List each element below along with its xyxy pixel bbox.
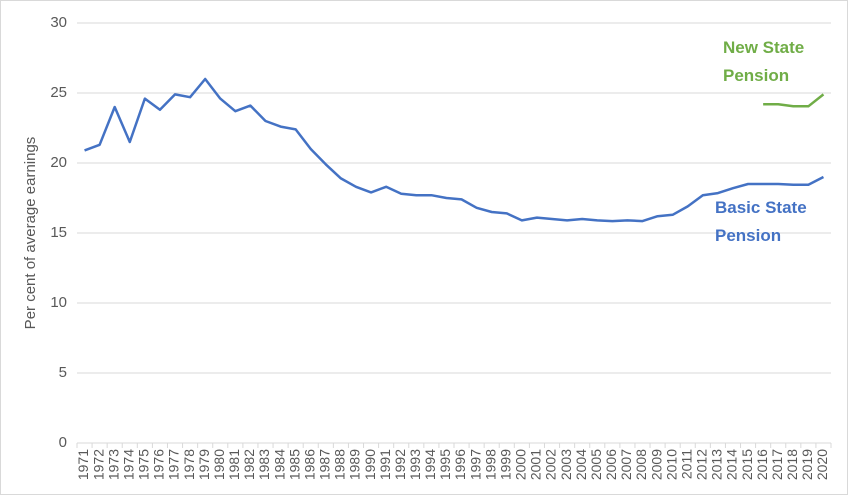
y-tick-label: 30 — [50, 14, 67, 31]
x-tick-label: 1976 — [151, 449, 167, 480]
x-tick-label: 2004 — [573, 449, 589, 480]
x-tick-label: 2015 — [739, 449, 755, 480]
x-tick-label: 1993 — [407, 449, 423, 480]
x-tick-label: 1975 — [136, 449, 152, 480]
x-tick-label: 1981 — [226, 449, 242, 480]
x-tick-label: 2010 — [663, 449, 679, 480]
x-tick-label: 1997 — [467, 449, 483, 480]
x-tick-label: 1995 — [437, 449, 453, 480]
x-tick-label: 2001 — [528, 449, 544, 480]
x-tick-label: 1990 — [362, 449, 378, 480]
y-axis-label: Per cent of average earnings — [22, 137, 39, 330]
x-tick-label: 2000 — [513, 449, 529, 480]
x-tick-label: 1974 — [120, 449, 136, 480]
x-tick-label: 2016 — [754, 449, 770, 480]
x-tick-label: 2017 — [769, 449, 785, 480]
x-tick-label: 2006 — [603, 449, 619, 480]
x-tick-label: 1985 — [286, 449, 302, 480]
x-tick-label: 2011 — [678, 449, 694, 479]
x-tick-label: 1984 — [271, 449, 287, 480]
y-tick-label: 15 — [50, 224, 67, 241]
series-line — [763, 93, 825, 108]
x-tick-label: 2009 — [648, 449, 664, 480]
y-tick-label: 0 — [59, 434, 67, 451]
y-tick-label: 5 — [59, 364, 67, 381]
x-tick-label: 1973 — [105, 449, 121, 480]
x-tick-label: 1988 — [332, 449, 348, 480]
x-tick-label: 1994 — [422, 449, 438, 480]
x-tick-label: 2020 — [814, 449, 830, 480]
x-tick-label: 2013 — [709, 449, 725, 480]
x-tick-label: 2012 — [694, 449, 710, 480]
series-label: Basic State Pension — [715, 198, 807, 245]
y-tick-label: 10 — [50, 294, 67, 311]
x-tick-label: 1971 — [75, 449, 91, 480]
x-tick-label: 1986 — [301, 449, 317, 480]
x-tick-label: 1989 — [347, 449, 363, 480]
x-tick-label: 1977 — [166, 449, 182, 480]
x-tick-label: 2007 — [618, 449, 634, 480]
series-line — [84, 77, 825, 223]
x-tick-label: 1983 — [256, 449, 272, 480]
x-tick-label: 1972 — [90, 449, 106, 480]
x-tick-label: 1998 — [482, 449, 498, 480]
x-tick-label: 1999 — [497, 449, 513, 480]
x-tick-label: 1978 — [181, 449, 197, 480]
y-tick-label: 20 — [50, 154, 67, 171]
x-tick-label: 2002 — [543, 449, 559, 480]
x-tick-label: 2008 — [633, 449, 649, 480]
y-tick-label: 25 — [50, 84, 67, 101]
x-tick-label: 1992 — [392, 449, 408, 480]
x-tick-label: 2005 — [588, 449, 604, 480]
x-tick-label: 1982 — [241, 449, 257, 480]
x-tick-label: 2003 — [558, 449, 574, 480]
series-label: New State Pension — [723, 38, 805, 85]
x-tick-label: 1979 — [196, 449, 212, 480]
x-tick-label: 1991 — [377, 449, 393, 480]
x-tick-label: 1987 — [317, 449, 333, 480]
x-tick-label: 2019 — [799, 449, 815, 480]
x-tick-label: 1980 — [211, 449, 227, 480]
x-tick-label: 2014 — [724, 449, 740, 480]
x-tick-label: 1996 — [452, 449, 468, 480]
x-tick-label: 2018 — [784, 449, 800, 480]
